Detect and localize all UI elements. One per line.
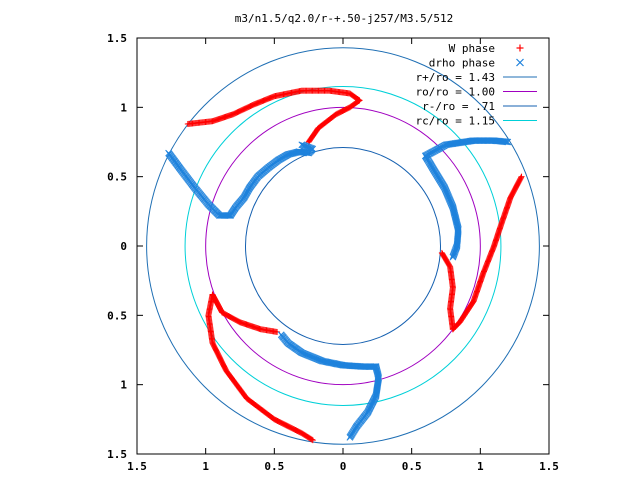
- reference-circles: [146, 47, 540, 445]
- circle-1: [146, 47, 540, 445]
- legend-marker-swatch: [516, 58, 524, 67]
- legend-label: drho phase: [429, 57, 495, 70]
- w-phase-point: [356, 97, 363, 104]
- drho-phase-point: [298, 141, 306, 149]
- drho-phase-point: [503, 138, 511, 146]
- axis-ticks: 1.5 1 0.5 0 0.5 1 1.51.510.500.511.5: [107, 32, 559, 473]
- x-tick-label: 1: [477, 460, 484, 473]
- y-tick-label: 1.5: [107, 448, 127, 461]
- w-phase-point: [449, 326, 456, 333]
- circle-3: [244, 147, 442, 345]
- y-tick-label: 0.5: [107, 171, 127, 184]
- y-tick-label: 1: [120, 101, 127, 114]
- drho-phase-point: [449, 253, 457, 261]
- legend-label: rc/ro = 1.15: [416, 115, 495, 128]
- phase-markers: [165, 87, 525, 444]
- w-phase-point: [308, 436, 315, 443]
- legend-label: r-/ro = .71: [422, 100, 495, 113]
- y-tick-label: 0: [120, 240, 127, 253]
- w-phase-point: [309, 437, 316, 444]
- y-tick-label: 0.5: [107, 309, 127, 322]
- x-tick-label: 0.5: [264, 460, 284, 473]
- drho-phase-point: [277, 331, 285, 339]
- y-tick-label: 1: [120, 379, 127, 392]
- drho-phase-point: [504, 138, 512, 146]
- w-phase-point: [210, 292, 217, 299]
- legend-label: ro/ro = 1.00: [416, 86, 495, 99]
- w-phase-point: [209, 291, 216, 298]
- legend-label: r+/ro = 1.43: [416, 71, 495, 84]
- chart-title: m3/n1.5/q2.0/r-+.50-j257/M3.5/512: [235, 12, 454, 25]
- x-tick-label: 0: [340, 460, 347, 473]
- drho-phase-point: [502, 138, 509, 146]
- w-phase-point: [355, 98, 362, 105]
- x-tick-label: 0.5: [402, 460, 422, 473]
- circle-2: [205, 106, 481, 386]
- legend-label: W phase: [449, 42, 495, 55]
- x-tick-label: 1.5: [539, 460, 559, 473]
- x-tick-label: 1.5: [127, 460, 147, 473]
- circle-4: [184, 86, 502, 406]
- legend-marker-swatch: [516, 44, 524, 52]
- y-tick-label: 1.5: [107, 32, 127, 45]
- x-tick-label: 1: [202, 460, 209, 473]
